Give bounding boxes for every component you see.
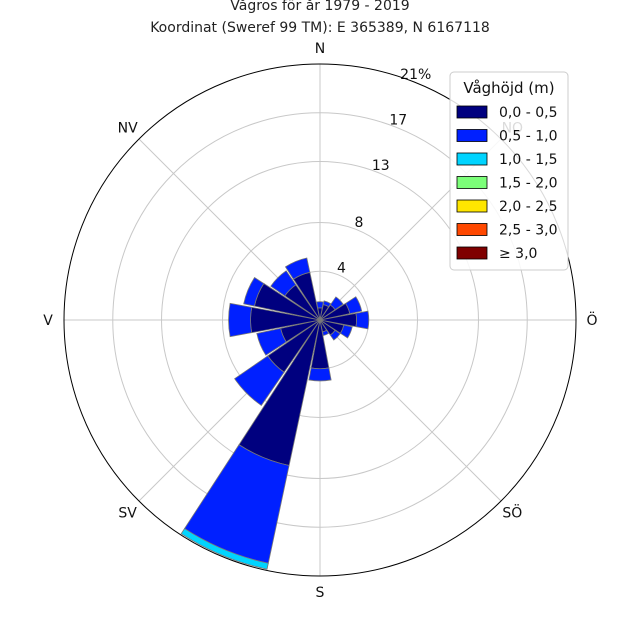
rose-bar-segment: [329, 329, 341, 341]
radial-tick-labels: 4 8 13 17 21%: [337, 67, 431, 276]
direction-label: SÖ: [502, 503, 522, 521]
polar-frame: [63, 63, 577, 577]
rose-bar-segment: [322, 300, 332, 308]
legend-swatch: [456, 105, 488, 119]
legend-swatch: [456, 246, 488, 260]
radial-tick-label: 13: [372, 158, 390, 174]
rose-bar-segment: [322, 329, 330, 336]
legend-swatch: [456, 152, 488, 166]
rose-bar-segment: [339, 324, 353, 339]
rose-bar-segment: [270, 270, 297, 297]
legend-entry-label: ≥ 3,0: [499, 246, 537, 262]
legend-swatch: [456, 129, 488, 142]
radial-tick-label: 8: [354, 215, 363, 231]
chart-subtitle: Koordinat (Sweref 99 TM): E 365389, N 61…: [150, 20, 490, 36]
legend: Våghöjd (m) 0,0 - 0,5 0,5 - 1,0 1,0 - 1,5 1,…: [449, 71, 569, 271]
legend-entry-label: 1,0 - 1,5: [499, 152, 557, 168]
legend-entry-label: 0,5 - 1,0: [499, 129, 557, 145]
grid-spoke: [319, 319, 502, 502]
rose-bar-segment: [308, 367, 332, 382]
legend-entry-label: 0,0 - 0,5: [499, 105, 557, 121]
radial-tick-label: 4: [337, 260, 346, 276]
rose-bars: [180, 257, 370, 570]
direction-label: V: [43, 313, 53, 329]
legend-swatch: [456, 223, 488, 236]
rose-bar-segment: [228, 302, 253, 338]
legend-swatch: [456, 176, 488, 189]
radial-tick-label: 21%: [400, 67, 431, 83]
radial-tick-label: 17: [389, 113, 407, 129]
rose-bar-segment: [184, 444, 290, 564]
rose-bar-segment: [329, 296, 344, 311]
rose-bar-segment: [284, 257, 311, 280]
rose-bar-segment: [316, 301, 324, 309]
chart-title: Vågros för år 1979 - 2019: [230, 0, 410, 14]
direction-label: NV: [118, 121, 138, 137]
rose-bar-segment: [243, 276, 265, 307]
legend-swatch: [456, 199, 488, 213]
rose-bar-segment: [345, 296, 363, 315]
legend-entry-label: 1,5 - 2,0: [499, 176, 557, 192]
legend-entry-label: 2,5 - 3,0: [499, 223, 557, 239]
rose-bar-segment: [355, 310, 370, 330]
direction-label: N: [315, 41, 325, 57]
legend-entry-label: 2,0 - 2,5: [499, 199, 557, 215]
direction-label: S: [316, 585, 325, 601]
rose-bar-segment: [234, 355, 285, 406]
direction-label: SV: [118, 505, 137, 521]
legend-box: [449, 71, 569, 271]
direction-labels: NNOÖSÖSSVVNV: [43, 41, 597, 601]
rose-bar-segment: [256, 327, 287, 356]
rose-bar-segment: [180, 528, 269, 570]
legend-title: Våghöjd (m): [463, 79, 554, 97]
direction-label: Ö: [586, 311, 597, 329]
